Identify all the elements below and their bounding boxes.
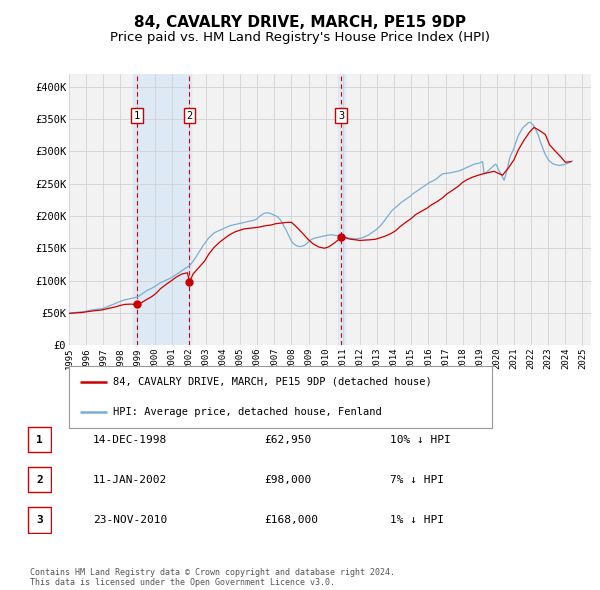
Text: 11-JAN-2002: 11-JAN-2002 [93, 475, 167, 484]
Bar [338, 74, 344, 345]
Text: 23-NOV-2010: 23-NOV-2010 [93, 515, 167, 525]
Text: 1% ↓ HPI: 1% ↓ HPI [390, 515, 444, 525]
Text: 14-DEC-1998: 14-DEC-1998 [93, 435, 167, 444]
Text: 84, CAVALRY DRIVE, MARCH, PE15 9DP (detached house): 84, CAVALRY DRIVE, MARCH, PE15 9DP (deta… [113, 377, 432, 387]
Text: £62,950: £62,950 [264, 435, 311, 444]
Text: 3: 3 [338, 111, 344, 121]
Text: Contains HM Land Registry data © Crown copyright and database right 2024.
This d: Contains HM Land Registry data © Crown c… [30, 568, 395, 587]
Text: 10% ↓ HPI: 10% ↓ HPI [390, 435, 451, 444]
Text: 2: 2 [36, 475, 43, 484]
Bar [133, 74, 191, 345]
Text: HPI: Average price, detached house, Fenland: HPI: Average price, detached house, Fenl… [113, 407, 382, 417]
Text: Price paid vs. HM Land Registry's House Price Index (HPI): Price paid vs. HM Land Registry's House … [110, 31, 490, 44]
Text: 1: 1 [134, 111, 140, 121]
Text: £98,000: £98,000 [264, 475, 311, 484]
Text: 3: 3 [36, 515, 43, 525]
Text: 2: 2 [187, 111, 193, 121]
Text: 1: 1 [36, 435, 43, 444]
Text: 7% ↓ HPI: 7% ↓ HPI [390, 475, 444, 484]
Text: 84, CAVALRY DRIVE, MARCH, PE15 9DP: 84, CAVALRY DRIVE, MARCH, PE15 9DP [134, 15, 466, 30]
Text: £168,000: £168,000 [264, 515, 318, 525]
